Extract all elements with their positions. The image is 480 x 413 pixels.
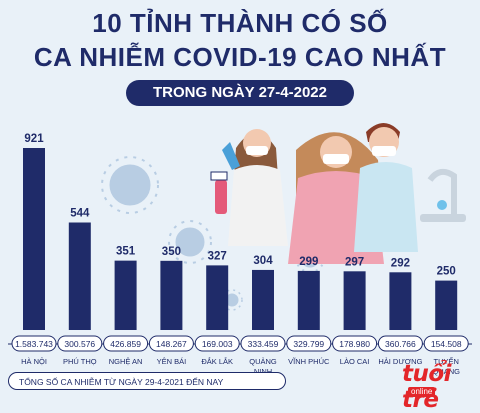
value-label: 921	[24, 133, 44, 145]
total-pill	[423, 335, 469, 352]
bar	[389, 272, 412, 330]
category-label: TUYỂN	[433, 357, 458, 366]
total-label: 300.576	[64, 339, 95, 349]
value-label: 304	[253, 255, 273, 267]
value-label: 327	[208, 250, 227, 262]
people-illustration	[210, 123, 466, 264]
category-label: HẢI DƯƠNG	[378, 357, 422, 366]
value-label: 544	[70, 207, 90, 219]
bar	[435, 280, 458, 330]
total-label: 178.980	[339, 339, 370, 349]
value-label: 297	[345, 256, 364, 268]
total-label: 329.799	[293, 339, 324, 349]
bar	[114, 260, 137, 330]
total-pill	[103, 335, 149, 352]
category-label: YÊN BÁI	[157, 357, 187, 366]
category-label: ĐẮK LẮK	[201, 357, 233, 366]
total-pill	[240, 335, 286, 352]
brand-logo: tuổi trẻ online	[402, 361, 474, 413]
category-label: QUẢNG	[249, 357, 277, 366]
category-label: VĨNH PHÚC	[288, 357, 330, 366]
category-label: NGHỆ AN	[109, 357, 143, 366]
bar	[343, 271, 366, 330]
total-label: 148.267	[156, 339, 187, 349]
total-pill	[377, 335, 423, 352]
bar	[68, 222, 91, 330]
logo-sub: online	[408, 387, 436, 397]
total-label: 1.583.743	[15, 339, 53, 349]
total-pill	[148, 335, 194, 352]
total-label: 426.859	[110, 339, 141, 349]
category-label: NINH	[254, 367, 272, 376]
total-pill	[194, 335, 240, 352]
category-label: QUANG	[432, 367, 460, 376]
logo-wordmark: tuổi trẻ	[402, 361, 452, 413]
bar	[160, 260, 183, 330]
total-label: 169.003	[202, 339, 233, 349]
title-line-1: 10 TỈNH THÀNH CÓ SỐ	[92, 8, 388, 38]
title-line-2: CA NHIỄM COVID-19 CAO NHẤT	[33, 42, 447, 72]
bar	[23, 148, 45, 330]
category-label: LÀO CAI	[340, 357, 370, 366]
category-label: PHÚ THỌ	[63, 357, 97, 366]
bar	[297, 270, 320, 330]
footer-note: TỔNG SỐ CA NHIỄM TỪ NGÀY 29-4-2021 ĐẾN N…	[8, 372, 286, 390]
total-label: 333.459	[248, 339, 279, 349]
total-pill	[286, 335, 332, 352]
total-label: 154.508	[431, 339, 462, 349]
total-pill	[11, 335, 57, 352]
value-label: 292	[391, 257, 410, 269]
bar	[206, 265, 229, 330]
value-label: 350	[162, 246, 181, 258]
total-label: 360.766	[385, 339, 416, 349]
value-label: 351	[116, 246, 136, 258]
virus-illustration	[101, 156, 325, 311]
value-label: 299	[299, 256, 318, 268]
category-label: HÀ NỘI	[21, 357, 47, 366]
value-label: 250	[437, 266, 456, 278]
total-pill	[332, 335, 378, 352]
bar	[252, 269, 274, 330]
total-pill	[57, 335, 103, 352]
date-subtitle: TRONG NGÀY 27-4-2022	[126, 80, 354, 106]
